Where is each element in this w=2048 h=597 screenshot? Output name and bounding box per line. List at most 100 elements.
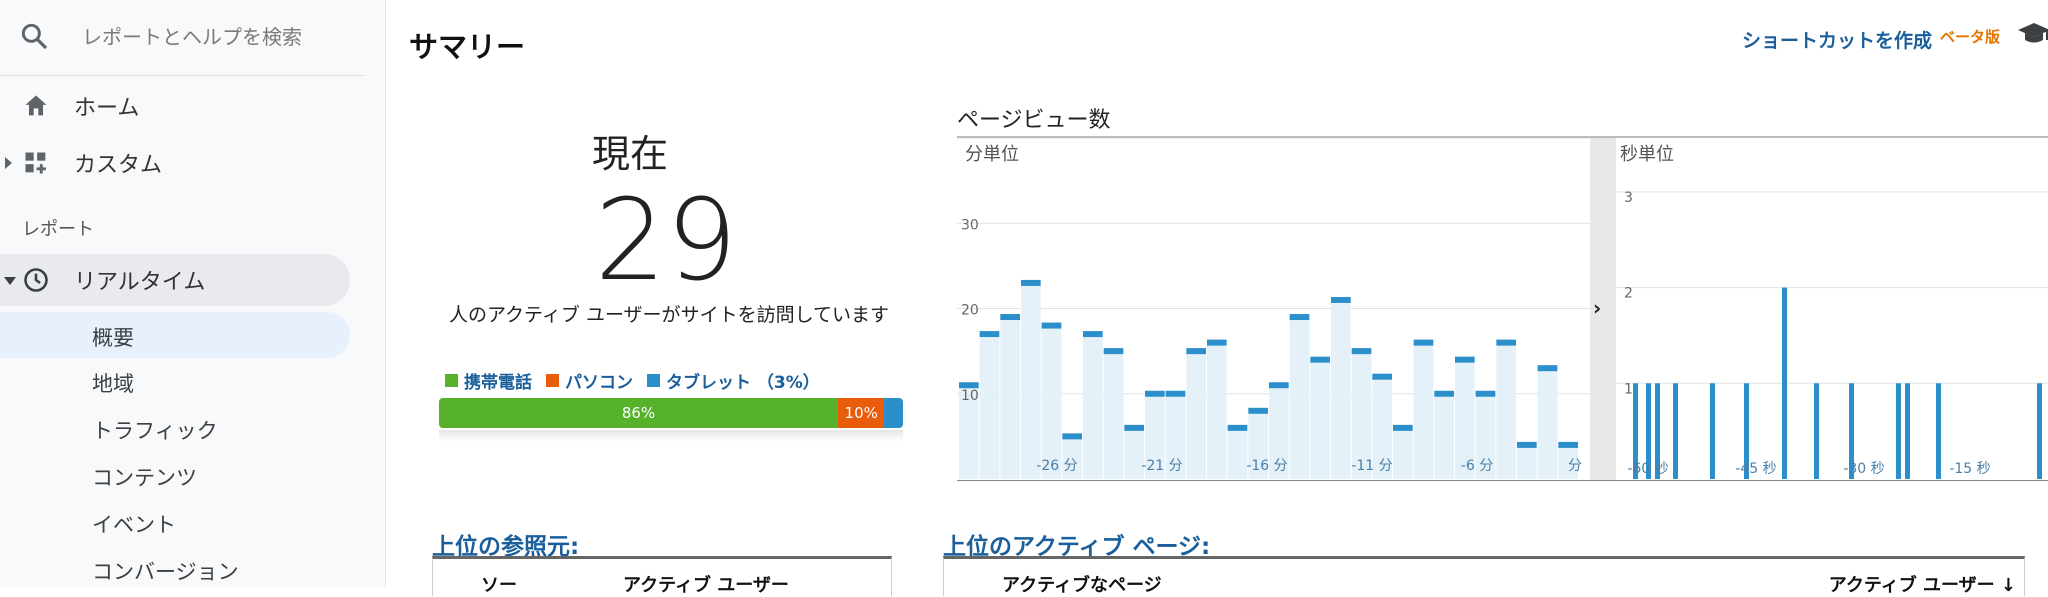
legend-label: タブレット （3%） — [666, 373, 820, 393]
x-tick-label: -21 分 — [1141, 458, 1182, 474]
minute-bar-fill — [1000, 317, 1020, 479]
nav-custom[interactable]: カスタム — [0, 137, 350, 189]
nav-home-label: ホーム — [74, 96, 140, 121]
sub-item-locations[interactable]: 地域 — [0, 358, 350, 404]
minute-bar-fill — [979, 334, 1000, 479]
legend-tablet: タブレット （3%） — [647, 368, 820, 393]
minute-bar-cap — [1248, 407, 1268, 414]
search-bar[interactable]: レポートとヘルプを検索 — [0, 0, 364, 76]
chevron-right-icon[interactable]: › — [1593, 296, 1602, 320]
minute-bar-fill — [1062, 436, 1082, 479]
current-label: 現在 — [591, 132, 669, 176]
legend-label: 携帯電話 — [464, 373, 532, 393]
minute-bar-fill — [1413, 342, 1434, 479]
second-bar — [1633, 383, 1638, 479]
column-header-source[interactable]: ソー — [481, 575, 517, 596]
main-content: サマリー ショートカットを作成 ベータ版 現在 29 人のアクティブ ユーザーが… — [387, 0, 2048, 596]
expand-arrow-icon[interactable] — [4, 157, 14, 169]
x-tick-label: -60 秒 — [1627, 461, 1668, 477]
sub-item-traffic[interactable]: トラフィック — [0, 405, 350, 451]
legend-label: パソコン — [565, 373, 633, 393]
sub-item-events[interactable]: イベント — [0, 499, 350, 545]
beta-badge: ベータ版 — [1940, 28, 2001, 46]
x-tick-label: -16 分 — [1246, 458, 1287, 474]
sub-item-label: コンテンツ — [92, 466, 197, 490]
minute-bar-cap — [979, 331, 1000, 338]
minute-bar-fill — [1083, 334, 1103, 479]
minute-bar-cap — [1289, 314, 1310, 321]
sub-item-conversions[interactable]: コンバージョン — [0, 546, 350, 592]
pageviews-chart-frame — [957, 136, 2048, 481]
minute-bar-cap — [1517, 441, 1537, 448]
second-bar — [1646, 383, 1651, 479]
search-placeholder: レポートとヘルプを検索 — [82, 25, 302, 49]
minute-bar-fill — [1145, 393, 1165, 479]
second-bar — [1814, 383, 1819, 479]
top-referrals-heading: 上位の参照元: — [432, 534, 580, 560]
sub-item-content[interactable]: コンテンツ — [0, 452, 350, 498]
device-bar-segment: 10% — [838, 398, 885, 428]
minute-bar-cap — [1372, 373, 1392, 380]
minute-bar-cap — [1310, 356, 1330, 363]
bar-shadow — [439, 430, 903, 442]
sub-item-label: コンバージョン — [92, 560, 239, 584]
column-header-active-users[interactable]: アクティブ ユーザー — [623, 575, 789, 596]
minute-bar-cap — [1145, 390, 1165, 397]
second-bar — [1936, 383, 1941, 479]
minute-chart-label: 分単位 — [965, 144, 1019, 165]
y-tick-label: 30 — [961, 217, 979, 233]
second-bar — [1905, 383, 1910, 479]
y-tick-label: 10 — [961, 388, 979, 404]
second-bar — [1673, 383, 1678, 479]
device-share-bar: 86% 10% — [439, 398, 903, 428]
minute-bar-fill — [1248, 410, 1268, 479]
minute-bar-cap — [1062, 433, 1082, 440]
y-tick-label: 20 — [961, 303, 979, 319]
second-bar — [1782, 287, 1787, 479]
x-tick-label: -30 秒 — [1843, 461, 1884, 477]
minute-bar-cap — [1455, 356, 1475, 363]
minute-bar-cap — [1186, 348, 1206, 355]
x-tick-label: -6 分 — [1461, 458, 1493, 474]
sub-item-overview[interactable]: 概要 — [0, 312, 350, 358]
nav-realtime[interactable]: リアルタイム — [0, 254, 350, 306]
graduation-cap-icon[interactable] — [2017, 22, 2048, 46]
minute-bar-cap — [959, 382, 979, 389]
column-header-active-users[interactable]: アクティブ ユーザー ↓ — [1828, 575, 2016, 596]
minute-bar-fill — [1186, 351, 1206, 479]
second-bar — [2037, 383, 2042, 479]
minute-bar-cap — [1103, 348, 1124, 355]
collapse-arrow-icon[interactable] — [4, 276, 16, 286]
minute-bar-fill — [1372, 376, 1392, 479]
y-tick-label: 3 — [1624, 190, 1633, 206]
minute-bar-fill — [1021, 282, 1041, 479]
create-shortcut-link[interactable]: ショートカットを作成 — [1742, 30, 1933, 52]
dashboard-icon — [25, 152, 46, 174]
minute-bar-cap — [1021, 279, 1041, 286]
minute-bar-fill — [1289, 317, 1310, 479]
active-users-count: 29 — [594, 176, 738, 306]
x-tick-label: -15 秒 — [1949, 461, 1990, 477]
reports-section-heading: レポート — [22, 219, 94, 240]
x-tick-label: 分 — [1568, 458, 1582, 474]
minute-bar-fill — [1269, 385, 1289, 479]
device-legend: 携帯電話 パソコン タブレット （3%） — [445, 368, 820, 393]
minute-bar-cap — [1269, 382, 1289, 389]
nav-home[interactable]: ホーム — [0, 80, 350, 132]
minute-bar-cap — [1124, 424, 1144, 431]
minute-bar-fill — [1124, 427, 1144, 479]
minute-bar-cap — [1434, 390, 1454, 397]
column-header-active-page[interactable]: アクティブなページ — [1002, 575, 1162, 596]
sidebar: レポートとヘルプを検索 ホーム カスタム レポート リアルタイム 概要 地域 ト… — [0, 0, 386, 587]
legend-mobile: 携帯電話 — [445, 368, 532, 393]
chart-divider — [1590, 138, 1616, 480]
second-bar — [1655, 383, 1660, 479]
search-icon[interactable] — [18, 20, 50, 52]
minute-bar-cap — [1475, 390, 1496, 397]
minute-bar-cap — [1041, 322, 1062, 329]
minute-bar-cap — [1331, 296, 1351, 303]
x-tick-label: -11 分 — [1351, 458, 1392, 474]
second-bar — [1896, 383, 1901, 479]
minute-bar-fill — [1331, 299, 1351, 479]
second-bar — [1849, 383, 1854, 479]
